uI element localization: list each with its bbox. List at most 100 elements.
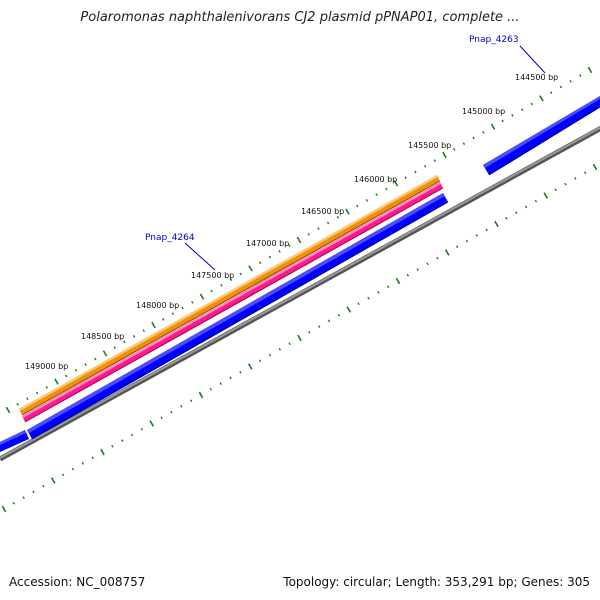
gene-left-edge[interactable] <box>0 430 29 452</box>
gene-pnap-4264[interactable] <box>27 193 449 440</box>
major-tick <box>1 505 7 513</box>
gene-pnap-4263[interactable] <box>483 96 600 176</box>
minor-tick <box>530 102 534 106</box>
minor-tick <box>574 177 577 180</box>
minor-tick <box>229 376 232 380</box>
minor-tick <box>583 171 587 175</box>
minor-tick <box>505 216 508 220</box>
minor-tick <box>534 199 538 203</box>
major-tick <box>100 448 105 456</box>
major-tick <box>296 236 302 244</box>
minor-tick <box>94 357 97 361</box>
cds-feature-orange[interactable] <box>19 175 441 416</box>
major-tick <box>592 163 598 171</box>
minor-tick <box>416 268 419 271</box>
major-tick <box>442 151 447 159</box>
svg-text:Pnap_4263: Pnap_4263 <box>469 35 519 45</box>
major-tick <box>494 220 499 228</box>
gene-label-pnap-4264[interactable]: Pnap_4264 <box>145 233 216 271</box>
topology-summary: Topology: circular; Length: 353,291 bp; … <box>283 575 590 589</box>
minor-tick <box>132 334 136 338</box>
minor-tick <box>91 456 94 460</box>
major-tick <box>5 406 11 414</box>
minor-tick <box>385 187 388 191</box>
major-tick <box>54 378 59 385</box>
minor-tick <box>559 85 563 89</box>
minor-tick <box>514 211 518 214</box>
gene-label-pnap-4263[interactable]: Pnap_4263 <box>469 35 546 74</box>
minor-tick <box>74 368 78 372</box>
minor-tick <box>569 79 572 83</box>
minor-tick <box>171 312 175 316</box>
minor-tick <box>433 159 437 163</box>
minor-tick <box>142 329 146 333</box>
minor-tick <box>64 374 68 378</box>
minor-tick <box>317 325 321 328</box>
rna-feature-pink[interactable] <box>22 182 444 423</box>
major-tick <box>102 350 108 357</box>
minor-tick <box>472 136 475 140</box>
minor-tick <box>113 346 116 350</box>
minor-tick <box>485 228 488 232</box>
minor-tick <box>452 147 456 151</box>
minor-tick <box>170 410 173 414</box>
major-tick <box>149 420 155 427</box>
accession-text: Accession: NC_008757 <box>9 575 146 589</box>
minor-tick <box>327 319 331 323</box>
minor-tick <box>258 359 262 363</box>
minor-tick <box>482 130 485 134</box>
minor-tick <box>32 490 35 494</box>
minor-tick <box>357 302 360 306</box>
minor-tick <box>45 385 49 389</box>
minor-tick <box>219 382 222 385</box>
minor-tick <box>501 119 504 123</box>
minor-tick <box>268 255 272 259</box>
minor-tick <box>308 330 311 334</box>
minor-tick <box>307 232 310 236</box>
tick-label: 147000 bp <box>246 239 289 248</box>
minor-tick <box>414 170 417 174</box>
major-tick <box>50 477 56 484</box>
tick-label: 145000 bp <box>462 107 505 116</box>
minor-tick <box>511 113 514 117</box>
minor-tick <box>16 402 19 406</box>
minor-tick <box>475 234 479 237</box>
tick-label: 146500 bp <box>301 207 344 216</box>
minor-tick <box>258 261 262 265</box>
tick-label: 148000 bp <box>136 301 179 310</box>
major-tick <box>199 293 205 300</box>
major-tick <box>444 249 450 256</box>
minor-tick <box>278 249 281 253</box>
minor-tick <box>406 273 410 277</box>
minor-tick <box>579 74 582 78</box>
major-tick <box>395 277 401 285</box>
tick-label: 149000 bp <box>25 362 68 371</box>
minor-tick <box>35 391 39 395</box>
backbone-track <box>0 125 600 462</box>
major-tick <box>543 192 549 199</box>
minor-tick <box>386 285 390 289</box>
minor-tick <box>436 256 439 260</box>
minor-tick <box>189 399 193 403</box>
minor-tick <box>61 473 65 477</box>
tick-label: 145500 bp <box>408 141 451 150</box>
major-tick <box>346 306 352 313</box>
major-tick <box>490 123 496 130</box>
minor-tick <box>455 245 459 249</box>
minor-tick <box>130 433 134 437</box>
minor-tick <box>210 289 213 293</box>
svg-text:Pnap_4264: Pnap_4264 <box>145 233 195 243</box>
tick-label: 144500 bp <box>515 73 558 82</box>
minor-tick <box>26 397 29 401</box>
minor-tick <box>404 176 407 180</box>
minor-tick <box>377 291 380 294</box>
tick-labels: 144500 bp 145000 bp 145500 bp 146000 bp … <box>25 73 558 371</box>
major-tick <box>247 363 253 370</box>
minor-tick <box>71 467 75 471</box>
minor-tick <box>524 205 528 209</box>
minor-tick <box>229 278 233 282</box>
minor-tick <box>554 188 557 192</box>
tick-label: 146000 bp <box>354 175 397 184</box>
minor-tick <box>365 198 369 202</box>
